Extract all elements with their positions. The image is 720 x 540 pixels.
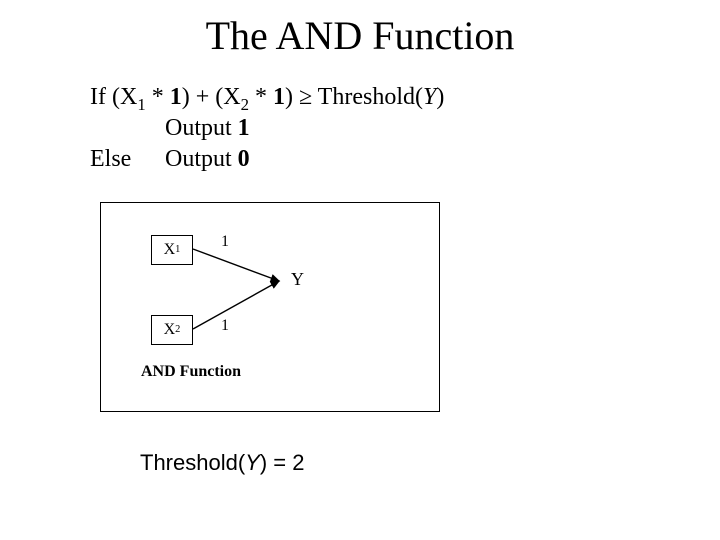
text: * xyxy=(146,84,170,110)
output-val: 0 xyxy=(238,146,250,172)
threshold-text: Threshold(Y) = 2 xyxy=(140,450,304,476)
node-x1: X1 xyxy=(151,235,193,265)
text: * xyxy=(249,84,273,110)
text: ) = 2 xyxy=(260,450,305,475)
formula-line-3: ElseOutput 0 xyxy=(90,144,444,175)
formula-line-2: Output 1 xyxy=(90,113,444,144)
text: If (X xyxy=(90,84,137,110)
slide-title: The AND Function xyxy=(0,12,720,59)
text: Output xyxy=(165,146,238,172)
else-text: Else xyxy=(90,144,165,175)
node-label: X xyxy=(164,321,176,339)
slide: The AND Function If (X1 * 1) + (X2 * 1) … xyxy=(0,0,720,540)
formula-line-1: If (X1 * 1) + (X2 * 1) ≥ Threshold(Y) xyxy=(90,82,444,113)
subscript: 2 xyxy=(241,95,249,114)
formula-block: If (X1 * 1) + (X2 * 1) ≥ Threshold(Y) Ou… xyxy=(90,82,444,176)
output-val: 1 xyxy=(238,115,250,141)
diagram-inner: X1 X2 1 1 Y AND Function xyxy=(101,203,439,411)
text: ) + (X xyxy=(182,84,241,110)
text: ) ≥ Threshold( xyxy=(285,84,423,110)
subscript: 1 xyxy=(137,95,145,114)
node-label: X xyxy=(164,241,176,259)
y-label: Y xyxy=(291,269,304,290)
weight-label-2: 1 xyxy=(221,317,229,335)
text: ) xyxy=(436,84,444,110)
diagram-caption: AND Function xyxy=(141,363,241,381)
weight: 1 xyxy=(170,84,182,110)
node-x2: X2 xyxy=(151,315,193,345)
y-var: Y xyxy=(423,84,436,110)
weight: 1 xyxy=(273,84,285,110)
y-var: Y xyxy=(245,450,260,475)
diagram-box: X1 X2 1 1 Y AND Function xyxy=(100,202,440,412)
text: Threshold( xyxy=(140,450,245,475)
text: Output xyxy=(165,115,238,141)
weight-label-1: 1 xyxy=(221,233,229,251)
